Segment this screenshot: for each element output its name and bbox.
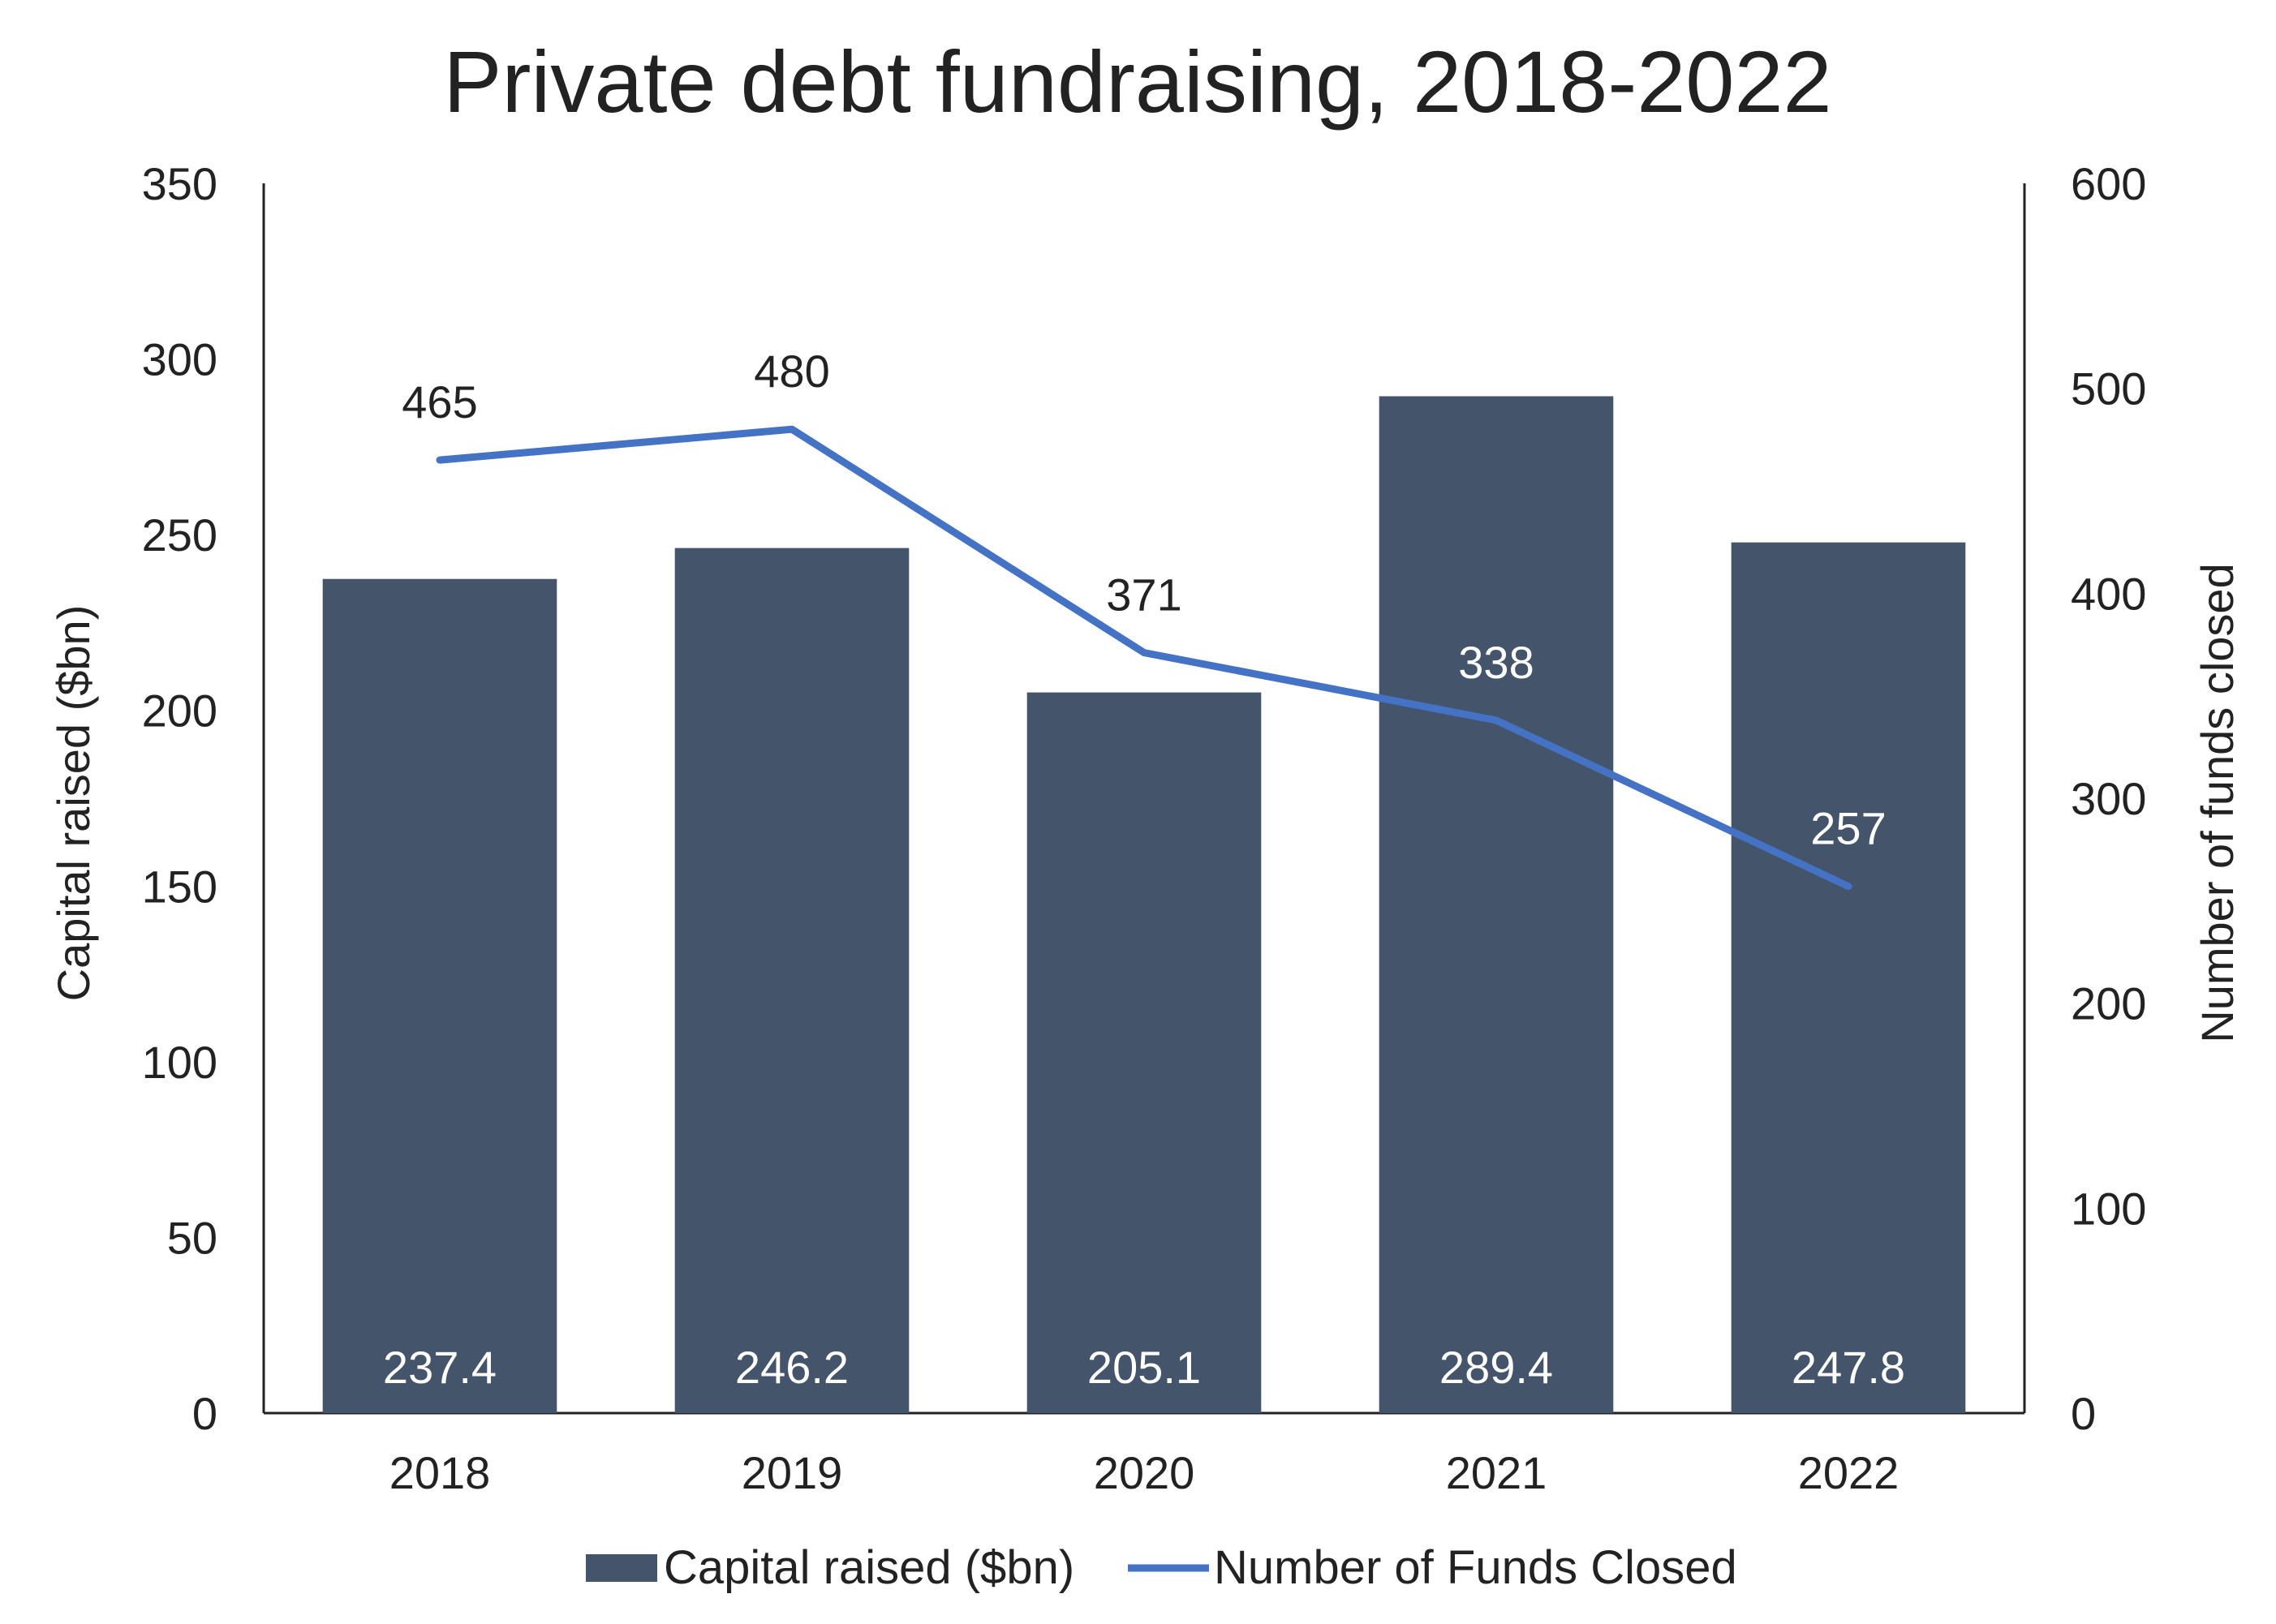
x-tick-label: 2019 [742, 1447, 843, 1498]
bar-2020 [1026, 692, 1262, 1413]
line-data-label: 257 [1810, 803, 1886, 854]
bar-data-label: 237.4 [383, 1342, 497, 1393]
left-y-axis: 0 50 100 150 200 250 300 350 [142, 158, 265, 1439]
left-tick-label: 150 [142, 861, 217, 912]
x-axis: 2018 2019 2020 2021 2022 [264, 1411, 2024, 1498]
right-axis-title: Number of funds closed [2192, 563, 2243, 1042]
line-data-label: 480 [754, 346, 829, 397]
line-series-funds-closed: 465 480 371 338 257 [402, 346, 1887, 891]
left-tick-label: 300 [142, 334, 217, 385]
legend-swatch-capital-raised [586, 1554, 657, 1582]
x-tick-label: 2020 [1094, 1447, 1195, 1498]
left-tick-label: 250 [142, 509, 217, 561]
left-axis-title: Capital raised ($bn) [48, 605, 99, 1002]
x-tick-label: 2021 [1446, 1447, 1547, 1498]
bar-data-label: 247.8 [1792, 1342, 1905, 1393]
right-tick-label: 300 [2071, 773, 2146, 824]
bar-data-label: 289.4 [1439, 1342, 1553, 1393]
right-tick-label: 200 [2071, 978, 2146, 1029]
right-tick-label: 500 [2071, 363, 2146, 415]
right-tick-label: 100 [2071, 1183, 2146, 1234]
bar-data-label: 205.1 [1087, 1342, 1201, 1393]
line-point-2018 [437, 457, 443, 464]
line-point-2019 [789, 426, 795, 433]
bar-data-label: 246.2 [735, 1342, 849, 1393]
bar-2022 [1731, 542, 1966, 1413]
line-point-2020 [1141, 649, 1147, 656]
bar-series-capital-raised: 237.4 246.2 205.1 289.4 247.8 [322, 396, 1966, 1413]
right-tick-label: 400 [2071, 568, 2146, 619]
legend: Capital raised ($bn) Number of Funds Clo… [586, 1541, 1737, 1594]
right-tick-label: 0 [2071, 1388, 2096, 1439]
legend-label-capital-raised: Capital raised ($bn) [664, 1541, 1074, 1594]
line-point-2021 [1493, 716, 1499, 724]
chart-title: Private debt fundraising, 2018-2022 [443, 32, 1831, 131]
x-tick-label: 2022 [1798, 1447, 1900, 1498]
line-data-label: 371 [1106, 569, 1181, 621]
legend-label-funds-closed: Number of Funds Closed [1214, 1541, 1737, 1594]
left-tick-label: 350 [142, 158, 217, 209]
line-data-label: 465 [402, 376, 477, 427]
left-tick-label: 200 [142, 685, 217, 737]
line-point-2022 [1845, 883, 1852, 890]
left-tick-label: 50 [167, 1212, 217, 1263]
line-data-label: 338 [1458, 637, 1534, 688]
bar-2019 [674, 548, 910, 1413]
bar-2018 [322, 578, 557, 1413]
x-tick-label: 2018 [389, 1447, 491, 1498]
left-tick-label: 100 [142, 1037, 217, 1088]
bar-2021 [1379, 396, 1614, 1413]
right-tick-label: 600 [2071, 158, 2146, 209]
right-y-axis: 0 100 200 300 400 500 600 [2023, 158, 2146, 1439]
left-tick-label: 0 [192, 1388, 217, 1439]
